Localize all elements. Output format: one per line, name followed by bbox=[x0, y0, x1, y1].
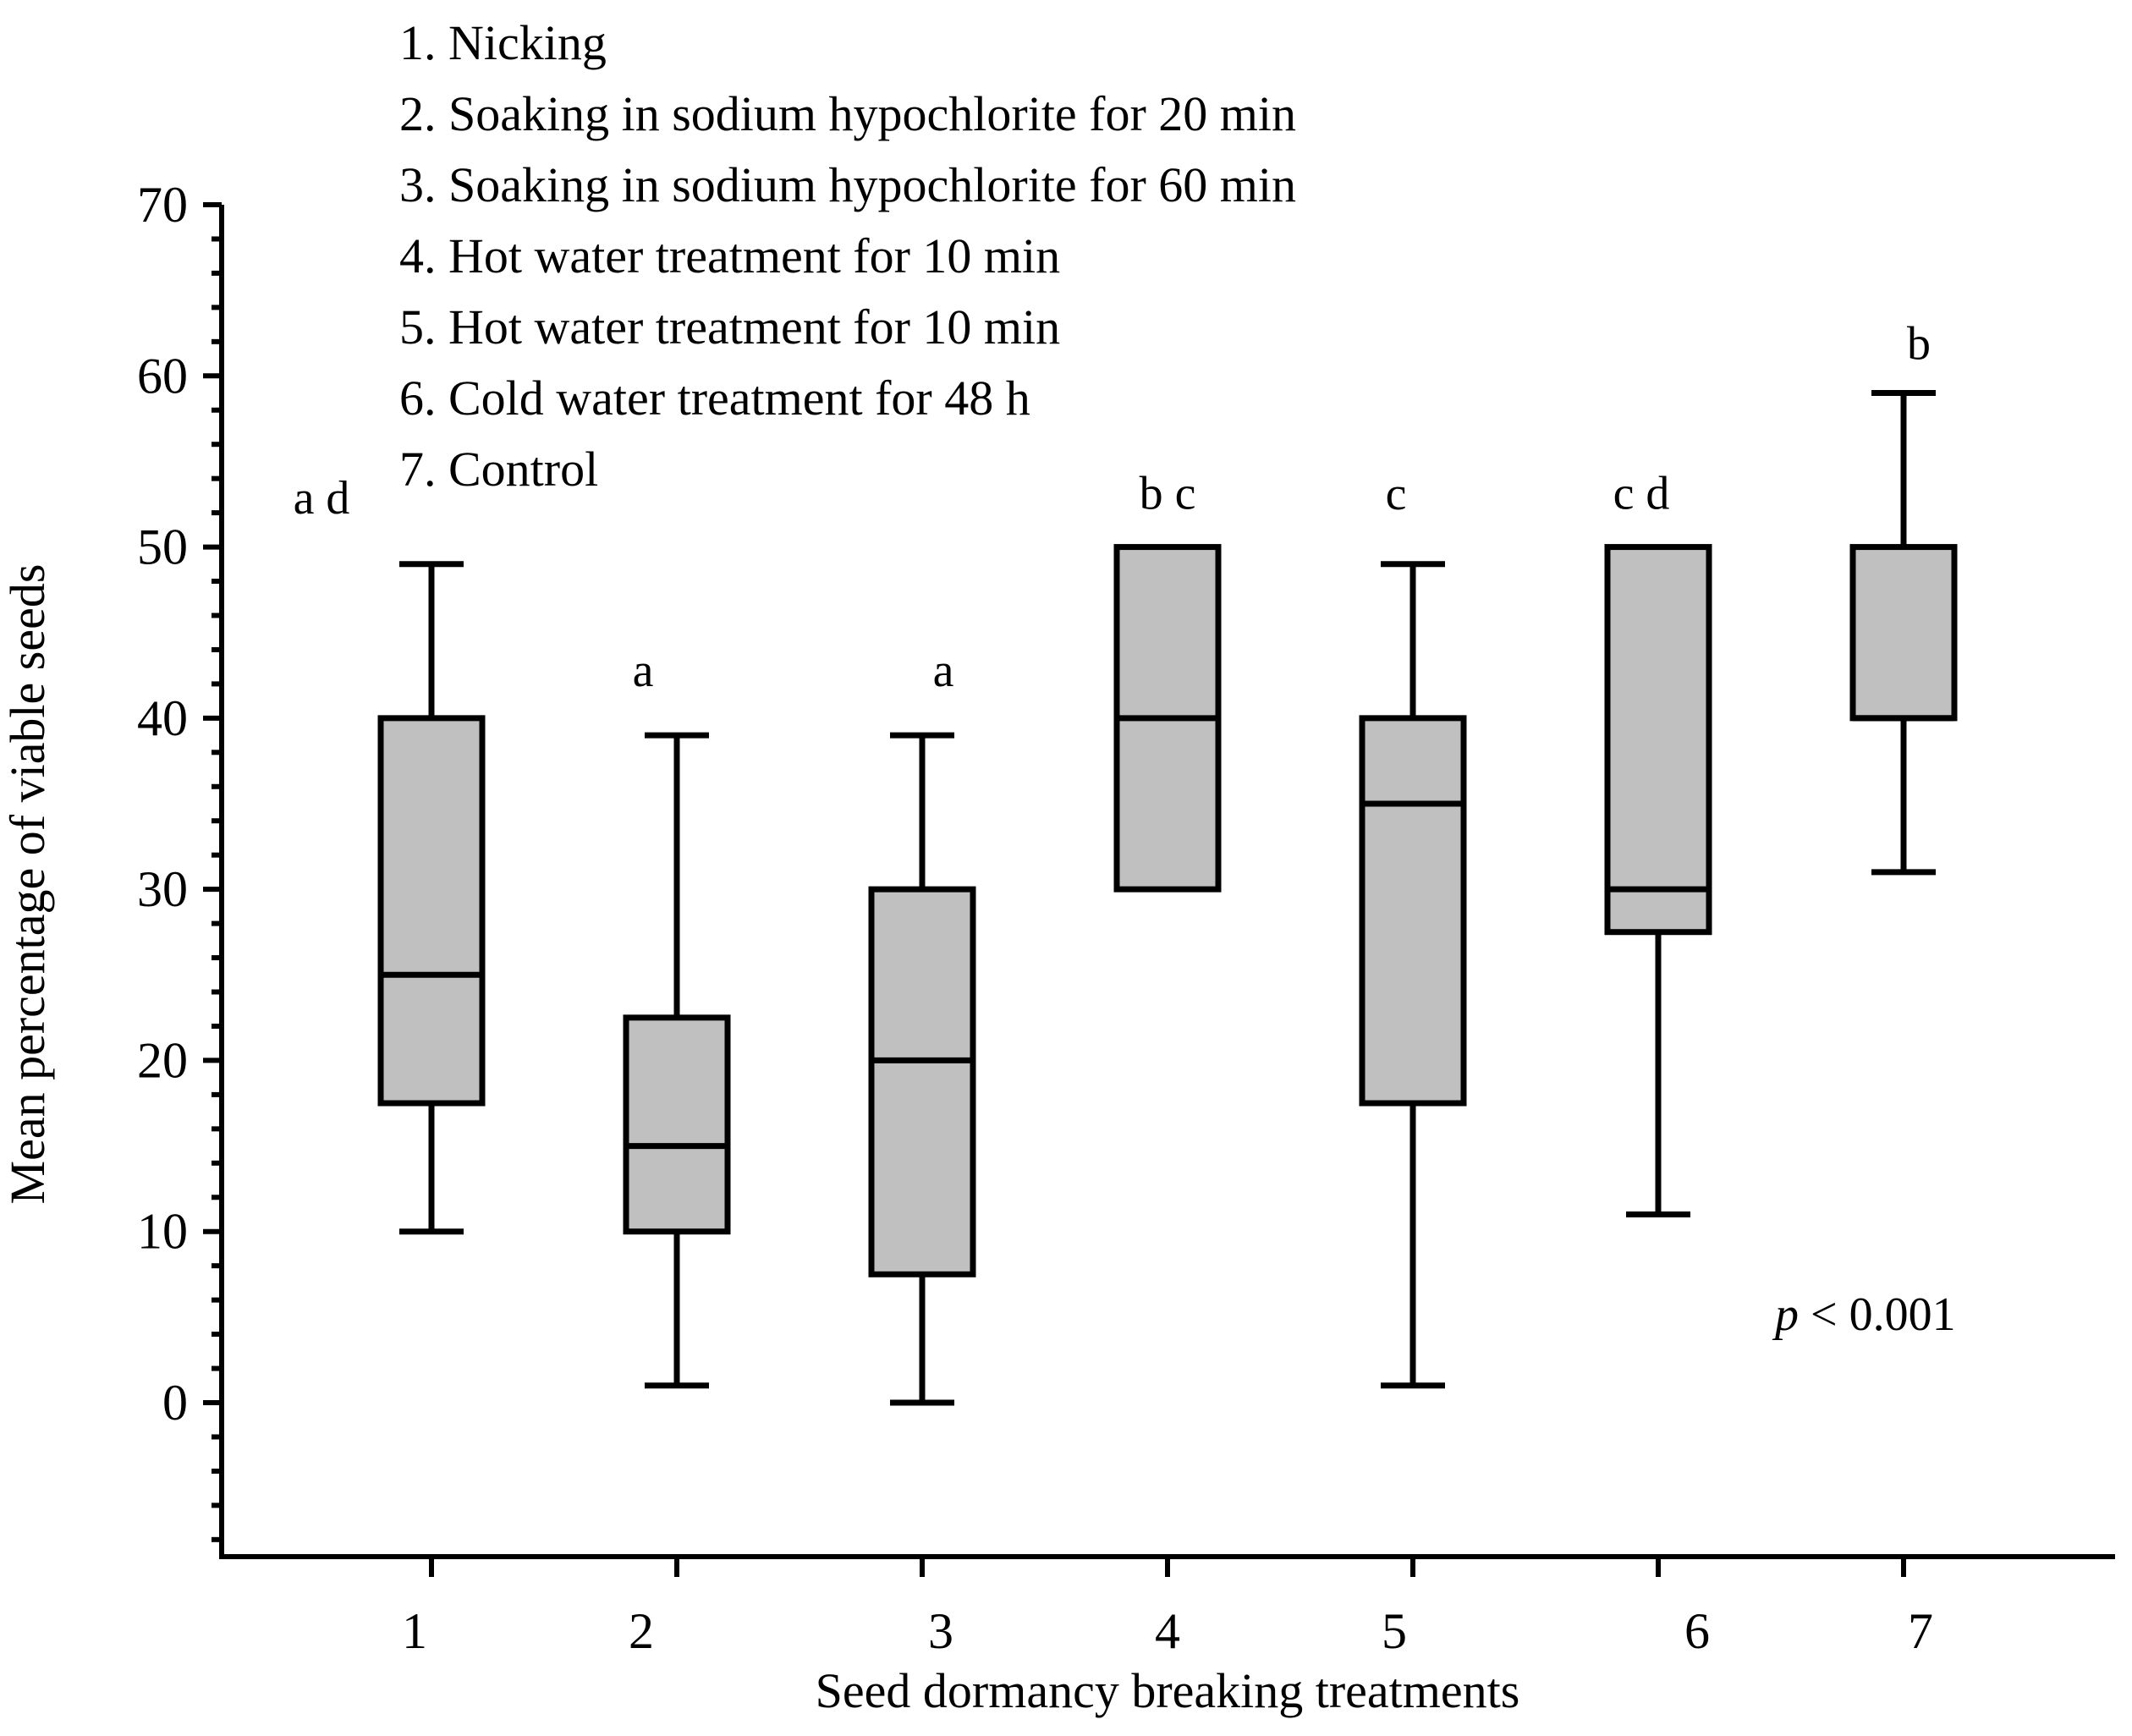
y-tick-label: 60 bbox=[137, 348, 188, 404]
group-label-4: b c bbox=[1140, 468, 1196, 520]
box-group-1 bbox=[377, 561, 486, 1235]
iqr-box bbox=[1604, 544, 1712, 936]
y-tick-label: 10 bbox=[137, 1204, 188, 1260]
y-tick-label: 20 bbox=[137, 1032, 188, 1088]
y-axis: 0 10 20 30 40 50 60 70 bbox=[137, 177, 224, 1557]
legend-item: 7. Control bbox=[399, 442, 598, 497]
x-tick-label: 5 bbox=[1382, 1603, 1407, 1659]
iqr-box bbox=[623, 1014, 731, 1235]
y-tick-label: 40 bbox=[137, 690, 188, 746]
y-tick-label: 70 bbox=[137, 177, 188, 233]
x-tick-label: 3 bbox=[928, 1603, 953, 1659]
y-tick-label: 0 bbox=[162, 1375, 188, 1431]
x-tick-label: 1 bbox=[402, 1603, 427, 1659]
group-label-6: c d bbox=[1613, 468, 1670, 520]
group-label-2: a bbox=[633, 645, 654, 697]
legend-item: 5. Hot water treatment for 10 min bbox=[399, 299, 1060, 354]
group-label-7: b bbox=[1907, 318, 1931, 371]
x-axis-title: Seed dormancy breaking treatments bbox=[816, 1663, 1520, 1718]
box-group-4 bbox=[1113, 544, 1222, 893]
legend-item: 3. Soaking in sodium hypochlorite for 60… bbox=[399, 157, 1296, 212]
x-tick-label: 7 bbox=[1908, 1603, 1933, 1659]
treatment-legend: 1. Nicking 2. Soaking in sodium hypochlor… bbox=[399, 15, 1296, 497]
x-tick-label: 2 bbox=[629, 1603, 654, 1659]
p-value-annotation: p < 0.001 bbox=[1772, 1288, 1956, 1341]
legend-item: 2. Soaking in sodium hypochlorite for 20… bbox=[399, 86, 1296, 141]
y-tick-label: 50 bbox=[137, 519, 188, 575]
y-tick-label: 30 bbox=[137, 861, 188, 917]
legend-item: 4. Hot water treatment for 10 min bbox=[399, 228, 1060, 283]
box-group-7 bbox=[1849, 390, 1958, 876]
legend-item: 1. Nicking bbox=[399, 15, 607, 70]
box-group-6 bbox=[1604, 544, 1712, 1217]
iqr-box bbox=[1849, 544, 1958, 722]
group-letter-labels: a d a a b c c c d b bbox=[294, 318, 1931, 698]
x-tick-label: 4 bbox=[1155, 1603, 1180, 1659]
iqr-box bbox=[868, 886, 976, 1277]
iqr-box bbox=[1359, 715, 1467, 1107]
group-label-1: a d bbox=[294, 472, 350, 525]
box-group-5 bbox=[1359, 561, 1467, 1389]
y-axis-title: Mean percentage of viable seeds bbox=[0, 564, 55, 1205]
legend-item: 6. Cold water treatment for 48 h bbox=[399, 371, 1030, 426]
box-series bbox=[377, 390, 1958, 1406]
box-group-3 bbox=[868, 732, 976, 1406]
p-value-text: < 0.001 bbox=[1799, 1288, 1956, 1341]
x-axis: 1 2 3 4 5 6 7 bbox=[219, 1554, 2115, 1659]
group-label-3: a bbox=[933, 645, 954, 697]
p-value-symbol: p bbox=[1772, 1288, 1799, 1341]
box-group-2 bbox=[623, 732, 731, 1389]
iqr-box bbox=[377, 715, 486, 1107]
x-tick-label: 6 bbox=[1684, 1603, 1710, 1659]
group-label-5: c bbox=[1386, 468, 1407, 520]
